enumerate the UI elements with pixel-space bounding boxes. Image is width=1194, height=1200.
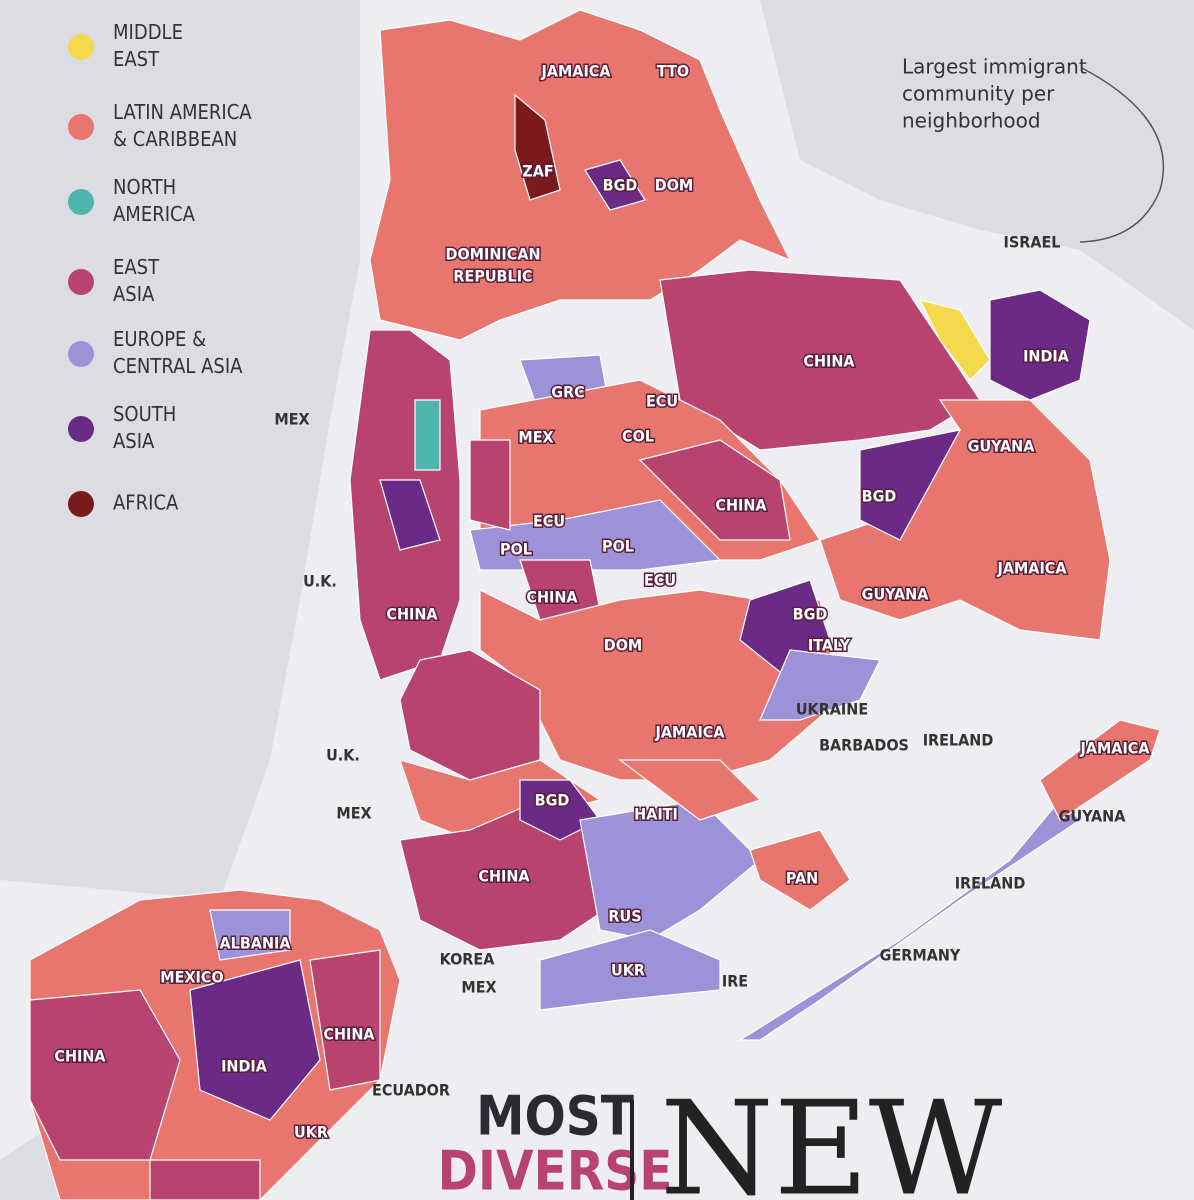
annotation: community per [902,82,1055,106]
legend-swatch [68,491,94,517]
map-label: GRC [551,383,584,402]
map-label: U.K. [326,746,360,765]
map-label: ECUADOR [372,1081,450,1100]
map-label: HAITI [634,805,678,824]
neighborhoods [29,9,1161,1200]
legend-label: CENTRAL ASIA [113,354,243,378]
map-label: IRELAND [923,731,994,750]
legend-label: MIDDLE [113,20,183,44]
title-big: NEW [660,1073,1003,1200]
map-label: MEXICO [160,968,223,987]
map-label: GUYANA [968,437,1036,456]
map-label: IRE [722,972,748,991]
annotation-arrow [1079,67,1165,243]
map-label: MEX [461,978,496,997]
title: MOST [476,1085,634,1148]
map-label: BGD [535,791,570,810]
map-label: POL [602,537,634,556]
map-label: JAMAICA [1079,739,1150,758]
map-label: GUYANA [862,585,930,604]
map-label: BARBADOS [819,736,909,755]
annotation: Largest immigrant [902,55,1087,79]
map-label: TTO [657,62,689,81]
legend-label: EUROPE & [113,327,206,351]
map-label: REPUBLIC [453,267,532,286]
map-label: DOMINICAN [445,245,540,264]
map-label: BGD [603,176,638,195]
map-label: MEX [518,428,553,447]
map-label: MEX [274,410,309,429]
legend-label: & CARIBBEAN [113,127,237,151]
map-label: CHINA [715,496,767,515]
map-label: JAMAICA [540,62,611,81]
map-label: ALBANIA [220,934,292,953]
legend-label: AFRICA [113,491,179,515]
map-label: INDIA [1023,347,1070,366]
map-label: CHINA [54,1047,106,1066]
map-label: GERMANY [880,946,961,965]
map-label: IRELAND [955,874,1026,893]
legend-swatch [68,189,94,215]
map-label: COL [622,427,654,446]
map-label: POL [500,540,532,559]
legend-label: NORTH [113,175,176,199]
legend-label: ASIA [113,429,155,453]
legend-swatch [68,269,94,295]
map-label: CHINA [803,352,855,371]
map-label: JAMAICA [996,559,1067,578]
map-label: CHINA [386,605,438,624]
map-label: UKR [294,1123,328,1142]
map-label: DOM [655,176,694,195]
map-label: PAN [786,869,818,888]
map-label: U.K. [303,572,337,591]
map-label: INDIA [221,1057,268,1076]
map-label: BGD [862,487,897,506]
map-label: RUS [608,907,641,926]
legend-label: ASIA [113,282,155,306]
legend-swatch [68,114,94,140]
legend-swatch [68,416,94,442]
map-label: CHINA [323,1025,375,1044]
legend-label: SOUTH [113,402,176,426]
map-label: ECU [646,392,678,411]
map-label: DOM [604,636,643,655]
title: DIVERSE [438,1140,673,1200]
legend-label: LATIN AMERICA [113,100,252,124]
map-label: CHINA [526,588,578,607]
map-label: ITALY [808,636,851,655]
map-label: KOREA [440,950,496,969]
map-label: ECU [533,512,565,531]
map-label: ECU [644,571,676,590]
annotation: neighborhood [902,109,1041,133]
map-label: ZAF [522,162,553,181]
map-label: BGD [793,605,828,624]
legend-label: EAST [113,255,160,279]
legend-swatch [68,341,94,367]
map-label: CHINA [478,867,530,886]
legend-label: EAST [113,47,160,71]
legend-label: AMERICA [113,202,196,226]
map-label: UKRAINE [796,700,868,719]
map-label: JAMAICA [654,723,725,742]
legend-swatch [68,34,94,60]
map-label: UKR [611,961,645,980]
map-label: MEX [336,804,371,823]
map-label: ISRAEL [1004,233,1061,252]
map-label: GUYANA [1059,807,1127,826]
